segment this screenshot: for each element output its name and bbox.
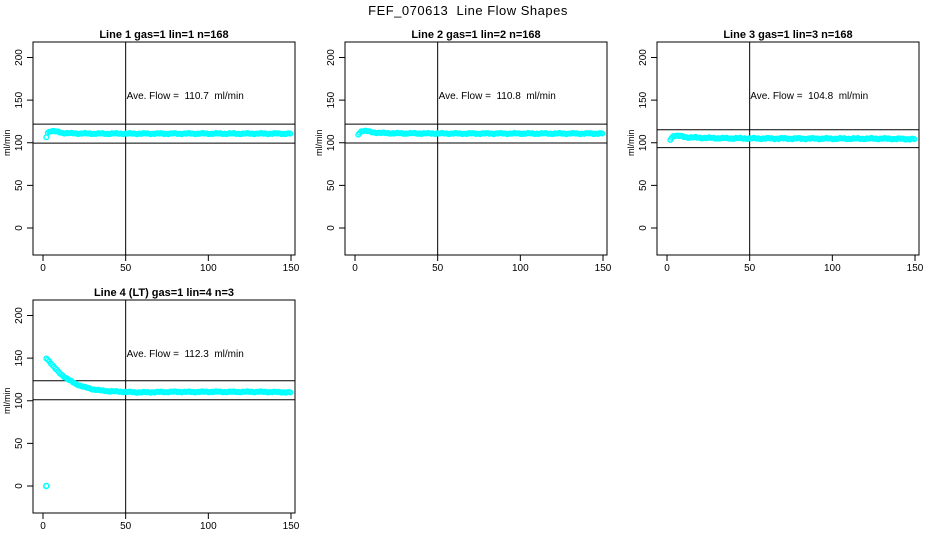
y-tick-label: 0 (14, 225, 25, 231)
x-tick-label: 0 (40, 521, 46, 532)
y-tick-label: 50 (638, 179, 649, 191)
x-tick-label: 150 (283, 263, 300, 274)
panel-line-3: Line 3 gas=1 lin=3 n=168 0 50 100 150 0 50 100 1… (626, 29, 924, 274)
y-axis-label: ml/min (2, 130, 12, 157)
y-tick-label: 200 (14, 307, 25, 324)
y-axis-label: ml/min (314, 130, 324, 157)
panel-title: Line 2 gas=1 lin=2 n=168 (411, 29, 540, 41)
x-tick-label: 50 (744, 263, 756, 274)
data-point (911, 136, 918, 143)
x-tick-label: 100 (200, 521, 217, 532)
y-tick-label: 50 (14, 437, 25, 449)
x-tick-label: 50 (432, 263, 444, 274)
y-tick-label: 200 (638, 49, 649, 66)
x-tick-label: 0 (352, 263, 358, 274)
plot-box (32, 299, 296, 514)
y-tick-label: 150 (326, 91, 337, 108)
y-tick-label: 50 (14, 179, 25, 191)
x-tick-label: 150 (283, 521, 300, 532)
data-point (599, 130, 606, 137)
y-tick-label: 100 (14, 134, 25, 151)
y-axis-label: ml/min (626, 130, 636, 157)
ave-flow-annotation: Ave. Flow = 110.7 ml/min (127, 91, 244, 102)
data-point (287, 130, 294, 137)
panel-title: Line 3 gas=1 lin=3 n=168 (723, 29, 852, 41)
panel-title: Line 4 (LT) gas=1 lin=4 n=3 (94, 287, 234, 299)
x-tick-label: 0 (40, 263, 46, 274)
ave-flow-annotation: Ave. Flow = 110.8 ml/min (439, 91, 556, 102)
panel-line-1: Line 1 gas=1 lin=1 n=168 0 50 100 150 0 50 100 1… (2, 29, 300, 274)
y-tick-label: 200 (326, 49, 337, 66)
y-tick-label: 150 (638, 91, 649, 108)
panel-line-2: Line 2 gas=1 lin=2 n=168 0 50 100 150 0 50 100 1… (314, 29, 612, 274)
x-tick-label: 150 (907, 263, 924, 274)
y-tick-label: 100 (326, 134, 337, 151)
y-tick-label: 150 (14, 91, 25, 108)
y-tick-label: 0 (638, 225, 649, 231)
y-tick-label: 100 (638, 134, 649, 151)
x-tick-label: 50 (120, 263, 132, 274)
plot-box (32, 41, 296, 256)
panel-line-4: Line 4 (LT) gas=1 lin=4 n=3 0 50 100 150 0 50 1… (2, 287, 300, 532)
y-tick-label: 150 (14, 349, 25, 366)
ave-flow-annotation: Ave. Flow = 112.3 ml/min (127, 349, 244, 360)
x-tick-label: 100 (512, 263, 529, 274)
x-tick-label: 100 (200, 263, 217, 274)
y-tick-label: 0 (14, 483, 25, 489)
x-tick-label: 100 (824, 263, 841, 274)
main-title: FEF_070613 Line Flow Shapes (368, 3, 568, 18)
outlier-point (43, 482, 50, 490)
plot-box (344, 41, 608, 256)
x-tick-label: 150 (595, 263, 612, 274)
x-tick-label: 50 (120, 521, 132, 532)
data-point (287, 389, 294, 396)
panel-title: Line 1 gas=1 lin=1 n=168 (99, 29, 228, 41)
y-tick-label: 200 (14, 49, 25, 66)
x-tick-label: 0 (664, 263, 670, 274)
y-tick-label: 0 (326, 225, 337, 231)
y-axis-label: ml/min (2, 388, 12, 415)
y-tick-label: 50 (326, 179, 337, 191)
ave-flow-annotation: Ave. Flow = 104.8 ml/min (750, 91, 868, 102)
y-tick-label: 100 (14, 392, 25, 409)
plot-box (656, 41, 920, 256)
